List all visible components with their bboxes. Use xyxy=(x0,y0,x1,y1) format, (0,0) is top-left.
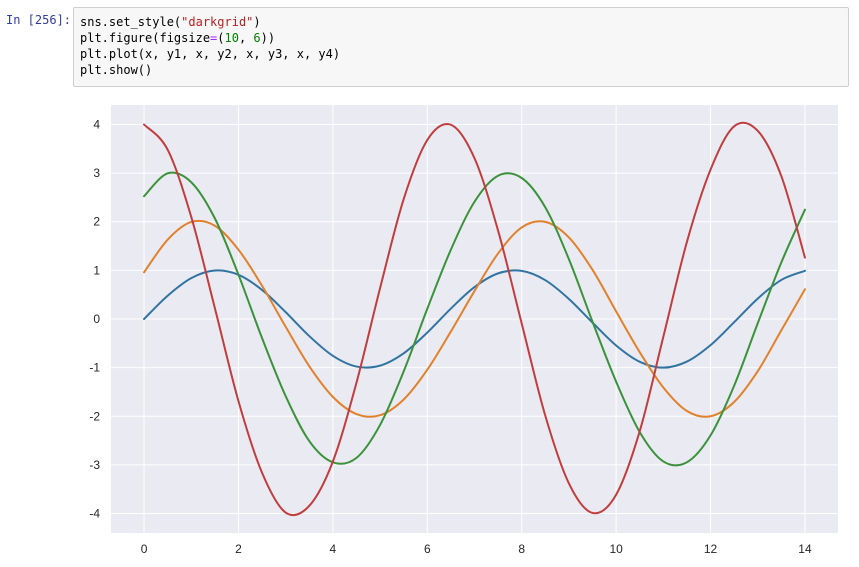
cell-output: 0 2 4 6 8 10 12 14 -4 -3 -2 -1 0 1 2 3 4 xyxy=(0,95,859,567)
input-prompt: In [256]: xyxy=(6,13,72,27)
y-tick-label: 3 xyxy=(93,166,100,180)
series-line-3 xyxy=(143,171,806,467)
code-token: "darkgrid" xyxy=(181,15,254,29)
y-tick-label: 2 xyxy=(93,215,100,229)
code-token: ( xyxy=(217,31,225,45)
y-tick-label: -2 xyxy=(89,409,100,423)
code-token: , xyxy=(238,31,254,45)
code-line: sns.set_style("darkgrid") xyxy=(80,14,842,30)
x-tick-label: 12 xyxy=(704,542,718,556)
y-tick-label: 4 xyxy=(93,117,100,131)
x-tick-label: 0 xyxy=(141,542,148,556)
series-line-1 xyxy=(143,269,806,369)
code-token: 6 xyxy=(253,31,261,45)
code-line: plt.show() xyxy=(80,62,842,78)
x-tick-label: 4 xyxy=(330,542,337,556)
series-line-2 xyxy=(143,219,806,418)
y-tick-label: 0 xyxy=(93,312,100,326)
x-tick-label: 6 xyxy=(424,542,431,556)
code-token: plt.plot(x, y1, x, y2, x, y3, x, y4) xyxy=(80,47,341,61)
code-token: sns.set_style( xyxy=(80,15,182,29)
y-tick-label: -1 xyxy=(89,361,100,375)
y-tick-label: -4 xyxy=(89,507,100,521)
code-token: plt.figure(figsize xyxy=(80,31,211,45)
y-tick-label: 1 xyxy=(93,263,100,277)
x-tick-label: 14 xyxy=(798,542,812,556)
code-token: plt.show() xyxy=(80,63,153,77)
code-line: plt.figure(figsize=(10, 6)) xyxy=(80,30,842,46)
x-tick-label: 2 xyxy=(235,542,242,556)
code-token: ) xyxy=(253,15,261,29)
series-line-4 xyxy=(143,121,806,517)
x-tick-label: 10 xyxy=(609,542,623,556)
code-cell-editor[interactable]: sns.set_style("darkgrid") plt.figure(figs… xyxy=(73,7,849,87)
code-token: )) xyxy=(260,31,276,45)
code-token: = xyxy=(210,31,218,45)
code-line: plt.plot(x, y1, x, y2, x, y3, x, y4) xyxy=(80,46,842,62)
y-tick-label: -3 xyxy=(89,458,100,472)
code-token: 10 xyxy=(224,31,239,45)
x-tick-label: 8 xyxy=(518,542,525,556)
